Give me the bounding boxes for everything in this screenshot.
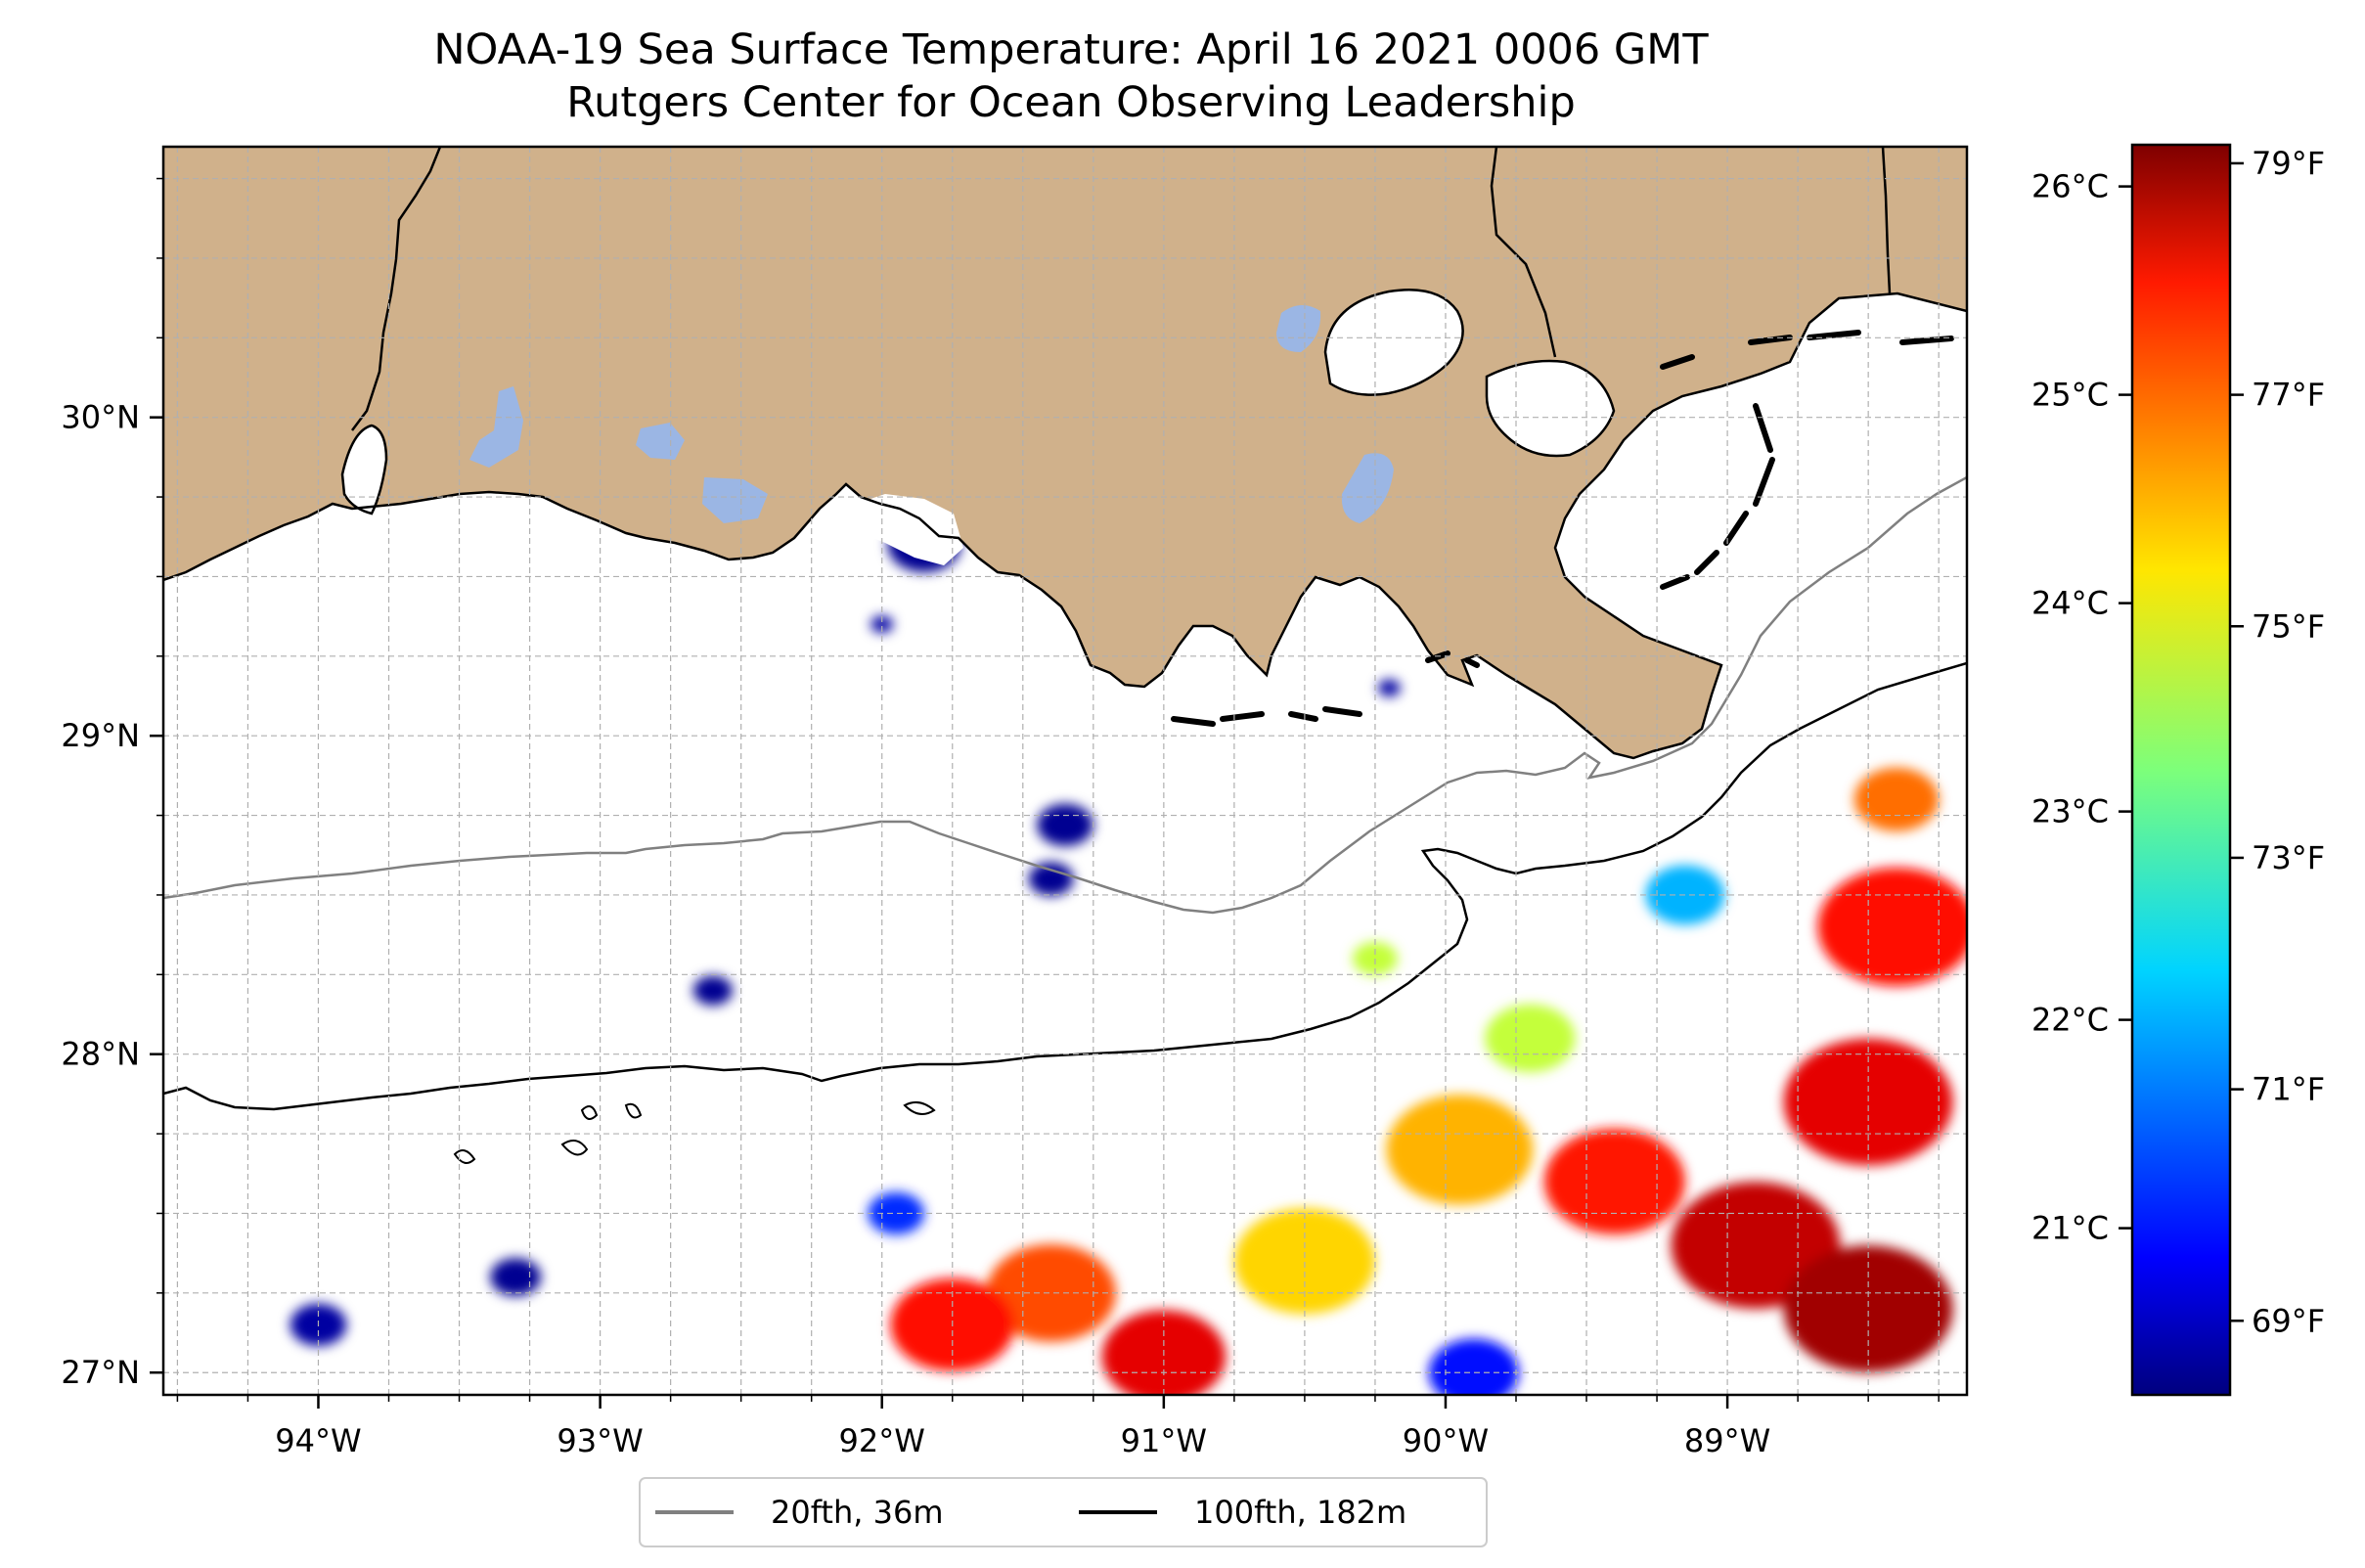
x-tick-label: 89°W [1684,1422,1770,1459]
colorbar-label-c: 24°C [2031,585,2109,622]
y-tick-label: 29°N [61,717,140,754]
sst-patch [986,1244,1116,1342]
sst-patch [1543,1128,1685,1234]
inland-lake-1 [469,386,523,468]
coastline [163,291,1967,760]
colorbar-label-f: 77°F [2252,377,2325,414]
colorbar-label-c: 21°C [2031,1210,2109,1247]
plot-frame [161,145,1969,1397]
map-axes: 94°W 93°W 92°W 91°W 90°W 89°W 27°N 28°N 29°N 30°N [61,177,1940,1459]
legend-box [639,1477,1488,1547]
inland-lake-3 [702,477,768,523]
colorbar-label-f: 69°F [2252,1302,2325,1339]
x-tick-label: 94°W [275,1422,361,1459]
legend-label-100fth: 100fth, 182m [1194,1494,1406,1531]
state-border-la-ms [1490,147,1557,358]
lake-borgne [1485,359,1616,458]
sst-patch [1037,803,1093,846]
colorbar-label-f: 75°F [2252,607,2325,645]
sst-patch [1377,679,1401,697]
x-tick-label: 91°W [1121,1422,1207,1459]
lake-pontchartrain [1323,288,1464,396]
colorbar-label-c: 25°C [2031,377,2109,414]
sst-patch [1233,1208,1375,1315]
colorbar: 21°C 22°C 23°C 24°C 25°C 26°C 69°F 71°F 73°F 75°F… [2031,143,2325,1397]
map-subtitle: Rutgers Center for Ocean Observing Leade… [566,78,1576,127]
colorbar-label-c: 23°C [2031,793,2109,830]
shelf-banks [453,1100,936,1164]
y-tick-label: 27°N [61,1354,140,1391]
sst-patch [692,975,734,1006]
legend: 20fth, 36m 100fth, 182m [639,1477,1488,1547]
colorbar-frame [2130,143,2232,1397]
land-mass [163,147,1967,758]
y-tick-label: 30°N [61,399,140,436]
sst-patch [1386,1095,1534,1205]
atchafalaya-bay [841,494,963,565]
colorbar-label-c: 22°C [2031,1002,2109,1039]
colorbar-label-c: 26°C [2031,168,2109,205]
sst-patch [1428,1338,1519,1395]
colorbar-label-f: 79°F [2252,145,2325,182]
sst-patches [290,516,1967,1395]
sst-patch [1853,767,1940,831]
sst-patch [1783,1245,1953,1372]
x-tick-label: 92°W [839,1422,925,1459]
sst-patch [868,1191,924,1235]
sst-patch [1485,1004,1576,1073]
grid-lines [163,147,1967,1395]
y-tick-label: 28°N [61,1036,140,1073]
legend-label-20fth: 20fth, 36m [771,1494,943,1531]
sst-patch [1028,862,1074,896]
x-tick-label: 93°W [557,1422,643,1459]
map-title: NOAA-19 Sea Surface Temperature: April 1… [433,25,1709,74]
sst-patch [870,615,894,633]
state-border-tx-la [351,147,442,431]
colorbar-label-f: 71°F [2252,1071,2325,1108]
colorbar-gradient [2132,145,2230,1395]
colorbar-label-f: 73°F [2252,839,2325,876]
inland-lake-2 [636,423,685,460]
isobath-20fth [163,475,1967,915]
barrier-islands [1171,330,1954,727]
colorbar-ticks: 21°C 22°C 23°C 24°C 25°C 26°C 69°F 71°F 73°F 75°F… [2031,145,2325,1339]
sst-patch [490,1258,542,1297]
plot-area [163,147,1967,1395]
sst-patch [1817,868,1967,986]
x-tick-label: 90°W [1403,1422,1489,1459]
inland-lake-4 [1276,304,1321,352]
isobath-100fth [163,661,1967,1111]
sst-patch [1783,1038,1953,1166]
state-border-ms-al [1881,147,1892,294]
inland-lake-5 [1341,453,1394,523]
